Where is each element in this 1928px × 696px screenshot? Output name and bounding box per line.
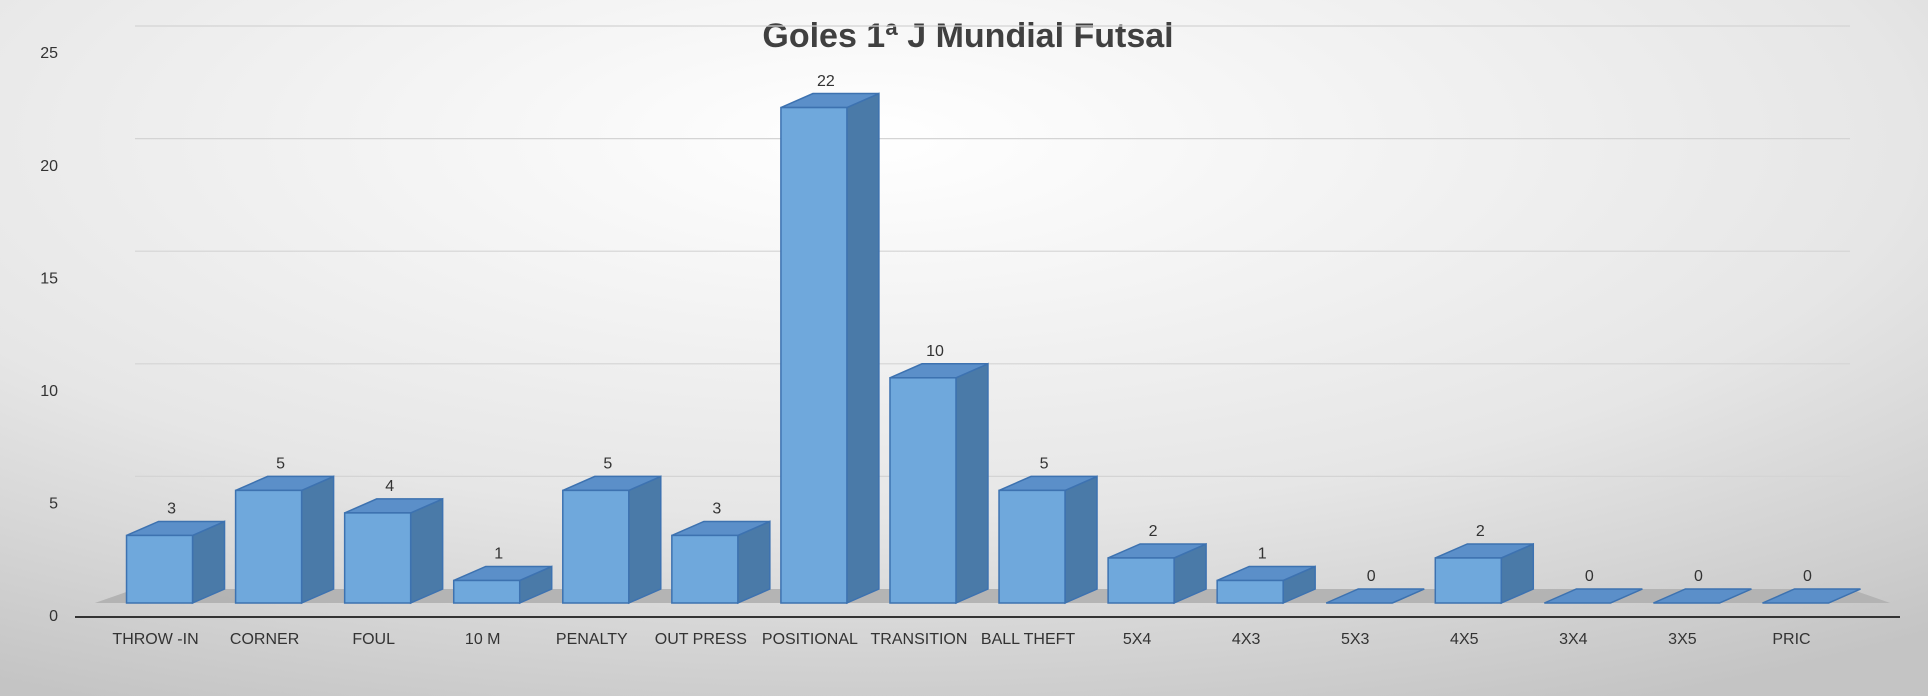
- data-label: 0: [1367, 568, 1376, 585]
- chart-title: Goles 1ª J Mundial Futsal: [762, 17, 1173, 55]
- bar-top: [1544, 588, 1643, 604]
- bar: [780, 106, 848, 604]
- data-label: 0: [1803, 568, 1812, 585]
- data-label: 0: [1694, 568, 1703, 585]
- bar: [1216, 579, 1284, 604]
- x-tick-label: BALL THEFT: [981, 631, 1075, 648]
- bar: [125, 534, 194, 604]
- x-tick-label: PENALTY: [556, 631, 628, 648]
- x-tick-label: 5X3: [1341, 631, 1370, 648]
- bar-side: [1064, 475, 1098, 605]
- data-label: 5: [603, 456, 612, 473]
- x-tick-label: 10 M: [465, 631, 501, 648]
- data-label: 5: [276, 456, 285, 473]
- data-label: 3: [167, 501, 176, 518]
- data-label: 1: [494, 546, 503, 563]
- bar: [1434, 557, 1503, 604]
- bar: [234, 489, 303, 604]
- y-tick-label: 25: [40, 45, 58, 62]
- bar: [998, 489, 1066, 604]
- data-label: 5: [1040, 456, 1049, 473]
- bar-side: [300, 475, 335, 605]
- y-tick-label: 5: [49, 496, 58, 513]
- bar-top: [1653, 588, 1752, 604]
- x-tick-label: 3X4: [1559, 631, 1588, 648]
- bar: [1107, 557, 1175, 604]
- bar: [343, 512, 412, 604]
- data-label: 1: [1258, 546, 1267, 563]
- y-tick-label: 15: [40, 270, 58, 287]
- bar-side: [409, 497, 444, 605]
- bar-side: [955, 362, 989, 605]
- data-label: 4: [385, 478, 394, 495]
- x-tick-label: 4X5: [1450, 631, 1479, 648]
- bar-top: [1762, 588, 1861, 604]
- bar: [889, 377, 957, 604]
- x-tick-label: POSITIONAL: [762, 631, 858, 648]
- y-tick-label: 10: [40, 383, 58, 400]
- x-tick-label: PRIC: [1772, 631, 1810, 648]
- bar-top: [1325, 588, 1425, 604]
- y-tick-label: 0: [49, 608, 58, 625]
- y-tick-label: 20: [40, 158, 58, 175]
- data-label: 22: [817, 73, 835, 90]
- bar: [562, 489, 630, 604]
- x-tick-label: 5X4: [1123, 631, 1152, 648]
- x-tick-label: 3X5: [1668, 631, 1697, 648]
- data-label: 10: [926, 343, 944, 360]
- data-label: 3: [712, 501, 721, 518]
- data-label: 2: [1149, 523, 1158, 540]
- x-tick-label: 4X3: [1232, 631, 1261, 648]
- bar-side: [628, 475, 662, 605]
- x-tick-label: CORNER: [230, 631, 299, 648]
- data-label: 2: [1476, 523, 1485, 540]
- x-tick-label: OUT PRESS: [655, 631, 747, 648]
- x-tick-label: THROW -IN: [112, 631, 198, 648]
- bar-side: [846, 92, 880, 605]
- bar: [452, 579, 521, 604]
- data-label: 0: [1585, 568, 1594, 585]
- x-tick-label: TRANSITION: [871, 631, 968, 648]
- bar: [671, 534, 739, 604]
- x-tick-label: FOUL: [352, 631, 395, 648]
